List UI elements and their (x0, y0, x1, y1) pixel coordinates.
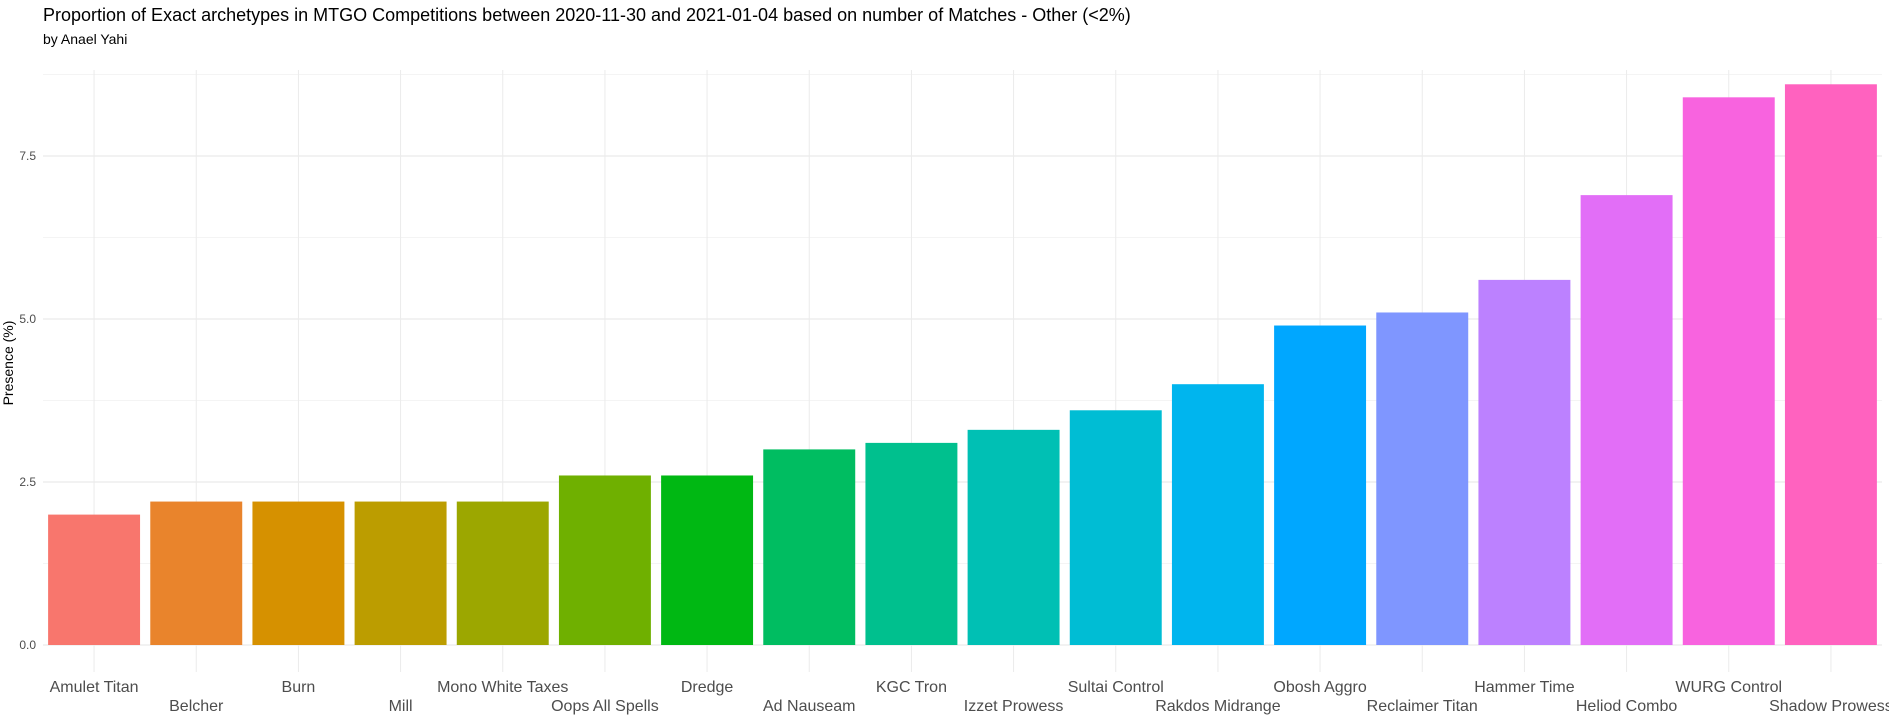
bar (1171, 384, 1264, 645)
bar (763, 449, 856, 645)
bar (456, 501, 549, 645)
grid-lines (43, 70, 1882, 672)
bar (1376, 312, 1469, 645)
x-category-label: Oops All Spells (551, 698, 659, 715)
bar (1682, 97, 1775, 645)
bar (1784, 84, 1877, 645)
x-category-label: Mill (389, 698, 413, 715)
x-category-label: Dredge (681, 679, 734, 696)
x-category-label: WURG Control (1675, 679, 1782, 696)
chart-subtitle: by Anael Yahi (43, 31, 128, 47)
x-category-label: Hammer Time (1474, 679, 1575, 696)
chart-title: Proportion of Exact archetypes in MTGO C… (43, 5, 1131, 25)
x-category-label: Shadow Prowess (1769, 698, 1889, 715)
bar (558, 475, 651, 645)
bar (252, 501, 345, 645)
x-category-label: Heliod Combo (1576, 698, 1677, 715)
bar (661, 475, 754, 645)
x-category-label: Amulet Titan (50, 679, 139, 696)
y-tick-label: 5.0 (19, 312, 36, 326)
y-axis-title: Presence (%) (0, 321, 16, 406)
x-category-label: KGC Tron (876, 679, 947, 696)
y-tick-label: 7.5 (19, 149, 36, 163)
x-axis-labels: Amulet Titan Belcher Burn Mill Mono White Ta… (50, 679, 1889, 715)
x-category-label: Belcher (169, 698, 224, 715)
bar (1069, 410, 1162, 645)
x-category-label: Burn (282, 679, 316, 696)
bar (354, 501, 447, 645)
y-tick-label: 0.0 (19, 638, 36, 652)
x-category-label: Mono White Taxes (437, 679, 568, 696)
bar (967, 429, 1060, 645)
x-category-label: Reclaimer Titan (1367, 698, 1478, 715)
bar (1580, 195, 1673, 645)
bar (1478, 279, 1571, 645)
bars (48, 84, 1877, 645)
bar (1274, 325, 1367, 645)
x-category-label: Obosh Aggro (1273, 679, 1367, 696)
y-tick-label: 2.5 (19, 475, 36, 489)
x-category-label: Ad Nauseam (763, 698, 856, 715)
y-axis-ticks: 0.0 2.5 5.0 7.5 (19, 149, 36, 652)
bar (865, 442, 958, 645)
bar (150, 501, 243, 645)
x-category-label: Rakdos Midrange (1155, 698, 1281, 715)
bar (48, 514, 141, 645)
x-category-label: Sultai Control (1068, 679, 1164, 696)
x-category-label: Izzet Prowess (964, 698, 1064, 715)
